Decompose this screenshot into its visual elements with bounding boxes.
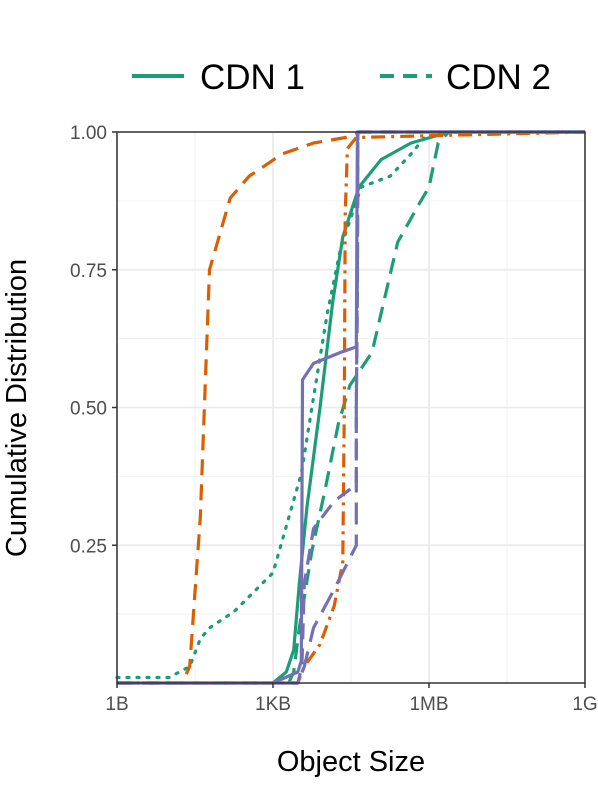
y-tick-label: 0.25 — [70, 536, 107, 557]
axis-ticks: 1B 1KB 1MB 1G 0.25 0.50 0.75 1.00 — [70, 123, 598, 715]
x-tick-label: 1MB — [409, 694, 448, 715]
series-layer — [115, 130, 587, 685]
series-line-4 — [117, 130, 585, 685]
series-line-8 — [117, 130, 585, 685]
y-tick-label: 1.00 — [70, 123, 107, 144]
x-tick-label: 1B — [105, 694, 128, 715]
y-tick-label: 0.75 — [70, 261, 107, 282]
y-tick-label: 0.50 — [70, 399, 107, 420]
series-line-1 — [271, 130, 585, 685]
legend-label-cdn-1: CDN 1 — [200, 58, 305, 97]
series-line-2 — [287, 130, 585, 684]
legend: CDN 1 CDN 2 — [132, 58, 551, 97]
x-tick-label: 1KB — [255, 694, 291, 715]
y-axis-title: Cumulative Distribution — [1, 259, 33, 557]
series-line-7 — [117, 130, 585, 685]
legend-label-cdn-2: CDN 2 — [446, 58, 551, 97]
x-axis-title: Object Size — [277, 746, 425, 778]
series-line-3 — [115, 130, 587, 680]
series-line-5 — [117, 130, 586, 685]
series-line-6 — [117, 130, 585, 685]
x-tick-label: 1G — [572, 694, 597, 715]
